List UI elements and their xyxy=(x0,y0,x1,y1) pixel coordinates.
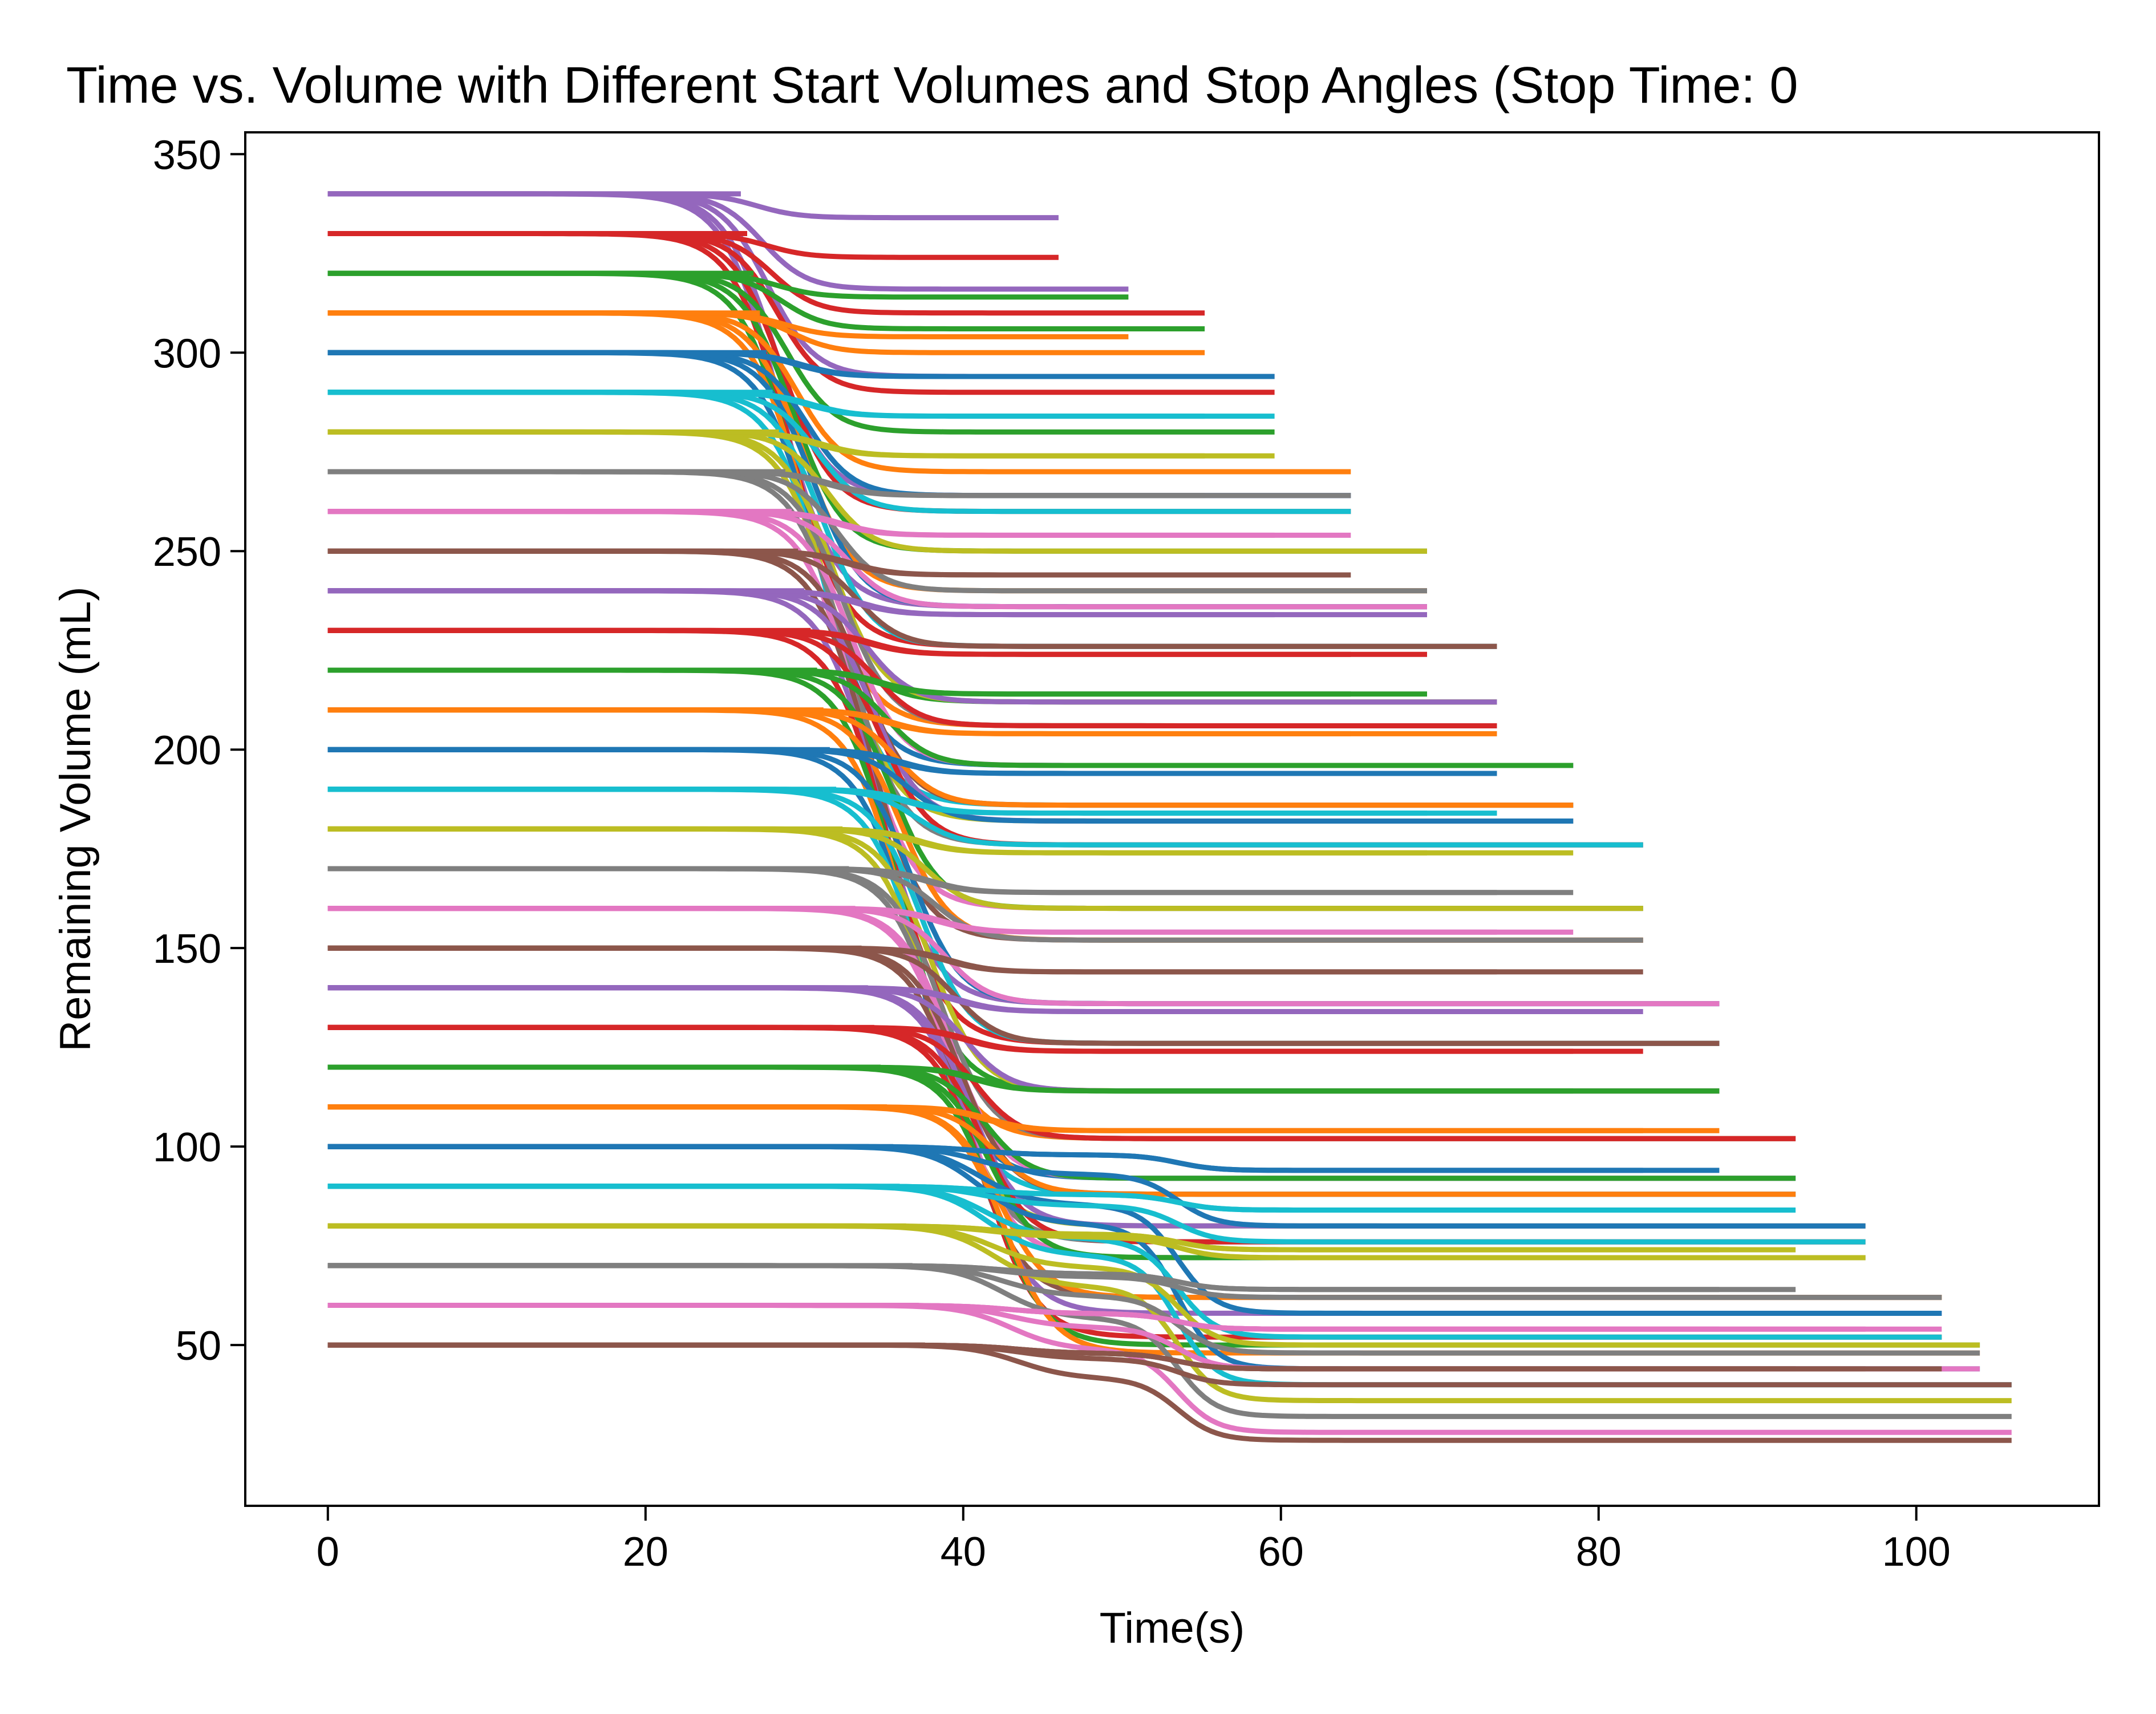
plot-lines xyxy=(327,191,2012,1443)
x-tick-label: 100 xyxy=(1882,1529,1951,1575)
y-tick-label: 100 xyxy=(153,1125,221,1170)
x-axis: 0 20 40 60 80 100 xyxy=(317,1506,1951,1575)
y-axis-label: Remaining Volume (mL) xyxy=(51,586,100,1051)
y-tick-label: 350 xyxy=(153,132,221,178)
y-axis: 50 100 150 200 250 300 350 xyxy=(153,132,245,1369)
x-tick-label: 80 xyxy=(1576,1529,1622,1575)
y-tick-label: 300 xyxy=(153,331,221,376)
x-tick-label: 40 xyxy=(941,1529,986,1575)
plot-frame xyxy=(244,131,2100,1507)
y-tick-label: 150 xyxy=(153,926,221,972)
y-tick-label: 200 xyxy=(153,728,221,773)
chart-title: Time vs. Volume with Different Start Vol… xyxy=(66,57,1798,114)
x-axis-label: Time(s) xyxy=(1100,1604,1245,1652)
x-tick-label: 0 xyxy=(317,1529,339,1575)
y-tick-label: 250 xyxy=(153,529,221,575)
x-tick-label: 60 xyxy=(1258,1529,1304,1575)
y-tick-label: 50 xyxy=(176,1323,221,1369)
x-tick-label: 20 xyxy=(623,1529,668,1575)
